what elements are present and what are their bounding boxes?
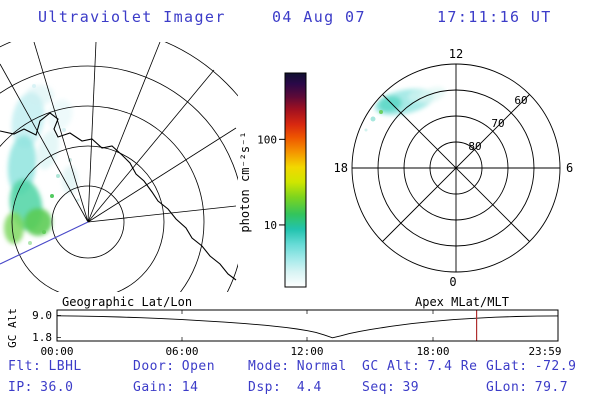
mlt-label-12: 12 xyxy=(449,47,463,61)
geo-lon-grid xyxy=(0,42,237,223)
aurora-speckles-right xyxy=(364,110,383,132)
geo-panel xyxy=(0,42,238,292)
gc-alt-strip: Geographic Lat/Lon Apex MLat/MLT GC Alt … xyxy=(6,295,562,358)
svg-text:10: 10 xyxy=(264,219,277,232)
geo-terminator-line xyxy=(0,221,89,265)
xtick-2359: 23:59 xyxy=(528,345,561,358)
status-door: Door: Open xyxy=(133,359,216,374)
status-glon: GLon: 79.7 xyxy=(486,380,569,395)
aurora-emission-left xyxy=(4,85,78,244)
page-title: Ultraviolet Imager xyxy=(38,8,226,26)
aurora-speckles-left xyxy=(28,84,80,245)
mlt-label-18: 18 xyxy=(334,161,348,175)
status-seq: Seq: 39 xyxy=(362,380,420,395)
geo-panel-caption: Geographic Lat/Lon xyxy=(62,295,192,309)
status-glat: GLat: -72.9 xyxy=(486,359,577,374)
svg-text:100: 100 xyxy=(257,133,277,146)
strip-frame xyxy=(56,309,559,342)
aurora-emission-right xyxy=(374,86,446,116)
status-gc-alt: GC Alt: 7.4 Re xyxy=(362,359,478,374)
title-time: 17:11:16 UT xyxy=(437,8,552,26)
xtick-1200: 12:00 xyxy=(290,345,323,358)
mlt-label-0: 0 xyxy=(449,275,456,289)
mlat-label-60: 60 xyxy=(514,94,527,107)
mlat-label-70: 70 xyxy=(491,117,504,130)
apex-panel-caption: Apex MLat/MLT xyxy=(415,295,509,309)
status-gain: Gain: 14 xyxy=(133,380,199,395)
status-mode: Mode: Normal xyxy=(248,359,347,374)
coastline xyxy=(0,112,237,281)
colorbar-unit-label: photon cm⁻²s⁻¹ xyxy=(238,131,252,232)
apex-panel: 12 18 6 0 60 70 80 xyxy=(334,47,574,289)
xtick-0600: 06:00 xyxy=(165,345,198,358)
strip-ticks xyxy=(57,310,434,341)
status-dsp: Dsp: 4.4 xyxy=(248,380,322,395)
colorbar: 100 10 photon cm⁻²s⁻¹ xyxy=(238,72,307,288)
geo-lat-grid xyxy=(0,42,238,292)
strip-ymax: 9.0 xyxy=(32,309,52,322)
strip-ylabel: GC Alt xyxy=(6,308,19,348)
status-ip: IP: 36.0 xyxy=(8,380,74,395)
status-flt: Flt: LBHL xyxy=(8,359,82,374)
strip-ymin: 1.8 xyxy=(32,331,52,344)
colorbar-gradient xyxy=(284,72,307,288)
xtick-1800: 18:00 xyxy=(416,345,449,358)
mlt-label-6: 6 xyxy=(566,161,573,175)
xtick-0000: 00:00 xyxy=(40,345,73,358)
gc-alt-curve xyxy=(56,315,558,339)
colorbar-ticks: 100 10 xyxy=(257,133,285,232)
title-date: 04 Aug 07 xyxy=(272,8,366,26)
plots-canvas: 100 10 photon cm⁻²s⁻¹ 12 18 6 xyxy=(0,42,574,358)
mlat-label-80: 80 xyxy=(468,140,481,153)
apex-spokes xyxy=(352,64,560,272)
